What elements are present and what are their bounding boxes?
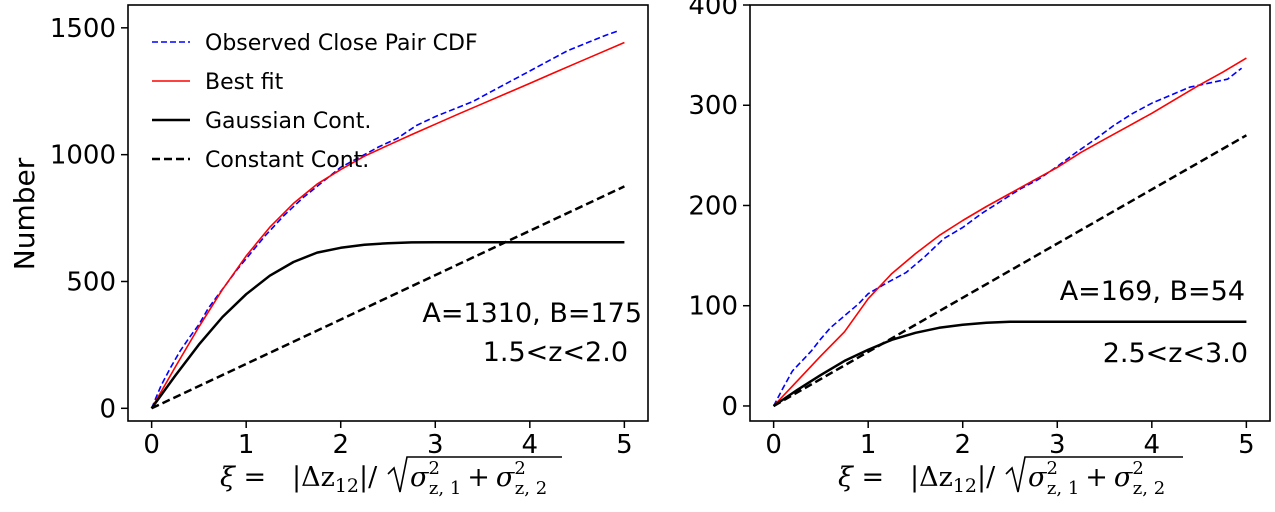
legend: Observed Close Pair CDF Best fit Gaussia…: [152, 31, 478, 173]
svg-text:σ2z, 1+σ2z, 2: σ2 z, 1 + σ2 z, 2: [410, 458, 547, 499]
right-x-tick-label: 2: [954, 430, 971, 460]
x-label-plus: +: [467, 462, 490, 493]
x-label-sigma1-sub: z, 1: [429, 478, 461, 499]
left-observed-cdf-line: [150, 29, 620, 409]
x-label-sigma1-sub: z, 1: [1047, 478, 1079, 499]
x-label-separator: |/: [359, 462, 378, 493]
left-y-tick-label: 500: [66, 267, 116, 297]
x-label-delta-z-sub: 12: [953, 475, 977, 497]
left-x-tick-label: 0: [143, 430, 160, 460]
left-fit-params-annotation: A=1310, B=175: [422, 298, 642, 329]
left-x-tick-label: 4: [522, 430, 539, 460]
right-observed-cdf-line: [772, 67, 1243, 407]
svg-text:σ2z, 1+σ2z, 2: σ2 z, 1 + σ2 z, 2: [1028, 458, 1165, 499]
left-best-fit-line: [150, 41, 625, 409]
legend-label-constant: Constant Cont.: [205, 148, 369, 173]
left-gaussian-cont-line: [150, 240, 625, 410]
x-label-sqrt-sign: [1005, 456, 1183, 493]
x-label-sigma1: σ: [410, 462, 430, 493]
left-redshift-annotation: 1.5<z<2.0: [483, 337, 628, 368]
right-x-tick-label: 5: [1238, 430, 1255, 460]
left-x-tick-label: 3: [427, 430, 444, 460]
svg-text:|Δz12|/: |Δz12|/: [910, 462, 996, 497]
left-axes-frame: [127, 4, 649, 422]
y-axis-label: Number: [8, 157, 41, 270]
right-plot-area: 0 1 2 3 4 5 0 100 200 300 400: [688, 0, 1271, 460]
x-label-xi: ξ =: [838, 462, 884, 493]
right-x-tick-label: 0: [765, 430, 782, 460]
right-y-tick-label: 0: [721, 392, 738, 422]
right-x-tick-label: 3: [1049, 430, 1066, 460]
left-y-tick-label: 1500: [50, 14, 116, 44]
x-label-delta-z-sub: 12: [335, 475, 359, 497]
right-redshift-annotation: 2.5<z<3.0: [1103, 338, 1248, 369]
x-label-sigma2-sup: 2: [1132, 458, 1143, 479]
right-y-tick-label: 200: [688, 191, 738, 221]
x-label-sigma2: σ: [1114, 462, 1134, 493]
x-label-sigma1: σ: [1028, 462, 1048, 493]
x-label-sigma2-sub: z, 2: [515, 478, 547, 499]
left-x-tick-label: 1: [238, 430, 255, 460]
x-label-xi: ξ =: [220, 462, 266, 493]
right-y-tick-label: 100: [688, 292, 738, 322]
right-x-tick-label: 1: [860, 430, 877, 460]
svg-text:ξ =: ξ =: [220, 462, 266, 493]
x-label-sigma2-sup: 2: [514, 458, 525, 479]
x-label-separator: |/: [977, 462, 996, 493]
left-constant-cont-line: [151, 185, 625, 410]
right-gaussian-cont-line: [772, 320, 1247, 408]
right-constant-cont-line: [772, 134, 1248, 408]
legend-label-observed: Observed Close Pair CDF: [205, 31, 478, 56]
x-label-sigma1-sup: 2: [428, 458, 439, 479]
legend-label-gaussian: Gaussian Cont.: [205, 109, 371, 134]
svg-text:|Δz12|/: |Δz12|/: [292, 462, 378, 497]
left-x-tick-label: 5: [616, 430, 633, 460]
legend-label-best-fit: Best fit: [205, 70, 284, 95]
right-x-tick-label: 4: [1144, 430, 1161, 460]
right-fit-params-annotation: A=169, B=54: [1060, 276, 1245, 307]
left-plot-area: 0 1 2 3 4 5 0 500 1000 1500: [50, 4, 649, 460]
x-label-plus: +: [1085, 462, 1108, 493]
x-label-delta-z: |Δz: [292, 462, 335, 493]
right-x-axis-label: ξ = |Δz12|/ σ2 z, 1 + σ2 z, 2: [838, 456, 1183, 499]
x-label-sqrt-sign: [387, 456, 562, 493]
left-x-tick-label: 2: [332, 430, 349, 460]
x-label-sigma2: σ: [496, 462, 516, 493]
svg-text:ξ =: ξ =: [838, 462, 884, 493]
left-y-tick-label: 1000: [50, 141, 116, 171]
left-x-axis-label: ξ = |Δz12|/ σ2 z, 1 + σ2 z, 2: [220, 456, 562, 499]
x-label-delta-z: |Δz: [910, 462, 953, 493]
right-best-fit-line: [773, 57, 1247, 407]
x-label-sigma1-sup: 2: [1046, 458, 1057, 479]
left-y-tick-label: 0: [99, 394, 116, 424]
right-y-tick-label: 400: [688, 0, 738, 21]
right-axes-frame: [749, 4, 1271, 422]
x-label-sigma2-sub: z, 2: [1133, 478, 1165, 499]
right-y-tick-label: 300: [688, 91, 738, 121]
